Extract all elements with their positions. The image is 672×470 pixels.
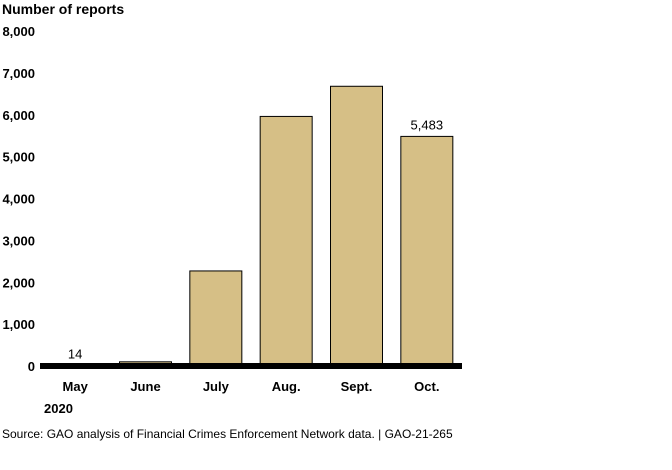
data-labels-group: 14 5,483	[68, 117, 443, 361]
y-tick-label: 0	[28, 359, 35, 374]
y-tick-label: 6,000	[2, 108, 35, 123]
x-category-label: July	[203, 379, 230, 394]
x-axis-categories: May June July Aug. Sept. Oct.	[63, 379, 440, 394]
bars-group	[48, 85, 454, 367]
source-note: Source: GAO analysis of Financial Crimes…	[2, 427, 453, 441]
y-tick-label: 8,000	[2, 24, 35, 39]
data-label: 5,483	[411, 117, 444, 132]
bar-july	[189, 270, 243, 367]
y-tick-label: 1,000	[2, 317, 35, 332]
x-category-label: May	[63, 379, 89, 394]
year-label: 2020	[44, 401, 73, 416]
y-tick-label: 5,000	[2, 150, 35, 165]
y-tick-label: 2,000	[2, 275, 35, 290]
bar-aug	[259, 115, 313, 367]
y-axis-title: Number of reports	[2, 1, 124, 17]
bar-sept	[330, 85, 383, 367]
x-category-label: Sept.	[341, 379, 373, 394]
y-tick-label: 3,000	[2, 233, 35, 248]
bar-oct	[400, 135, 454, 367]
x-category-label: Aug.	[272, 379, 301, 394]
y-tick-label: 7,000	[2, 66, 35, 81]
x-axis-baseline	[40, 363, 462, 369]
data-label: 14	[68, 346, 82, 361]
y-axis-ticks: 0 1,000 2,000 3,000 4,000 5,000 6,000 7,000 8,00…	[2, 24, 35, 374]
y-tick-label: 4,000	[2, 192, 35, 207]
x-category-label: June	[130, 379, 160, 394]
x-category-label: Oct.	[414, 379, 439, 394]
